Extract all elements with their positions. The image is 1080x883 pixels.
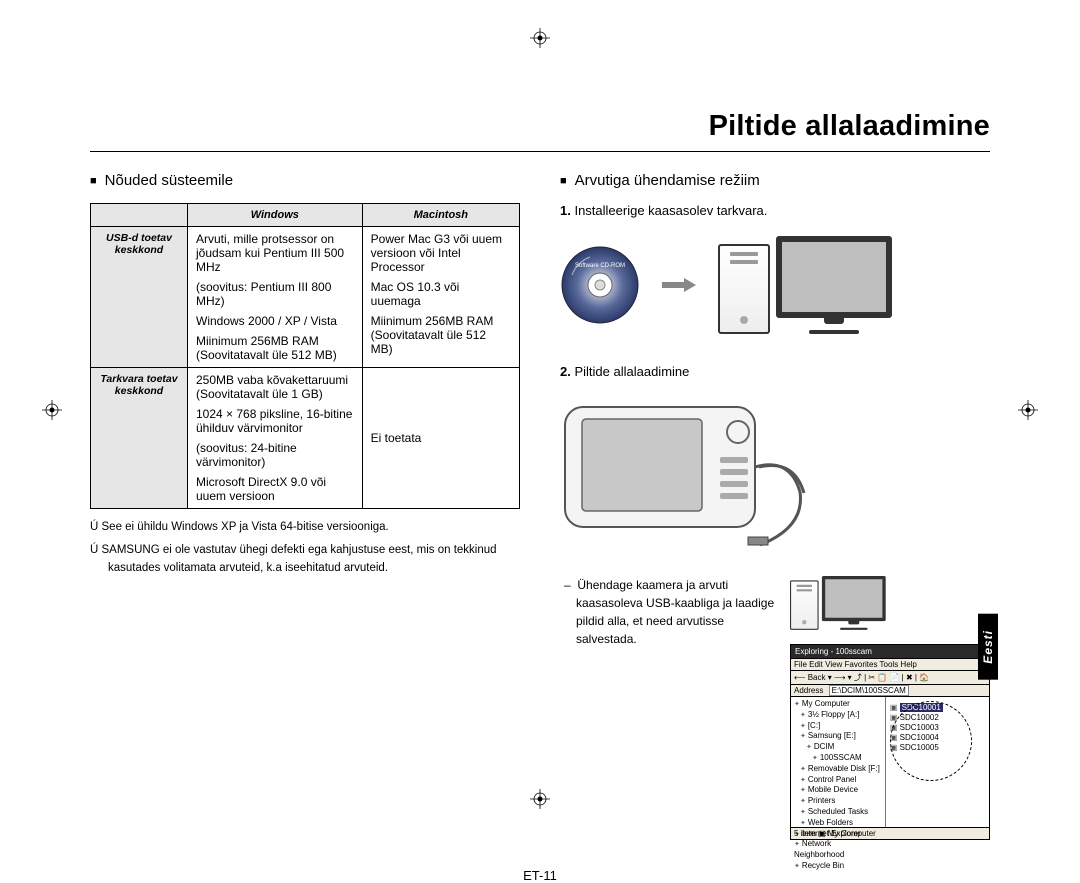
row-software-windows: 250MB vaba kõvakettaruumi (Soovitatavalt…	[188, 368, 363, 509]
camera-icon	[560, 397, 810, 547]
cd-icon: Software CD-ROM	[560, 245, 640, 325]
explorer-menu: File Edit View Favorites Tools Help	[790, 659, 990, 671]
table-col-macintosh: Macintosh	[362, 204, 519, 227]
notes: See ei ühildu Windows XP ja Vista 64-bit…	[90, 519, 520, 577]
requirements-table: Windows Macintosh USB-d toetav keskkond …	[90, 203, 520, 509]
explorer-titlebar: Exploring - 100sscam	[790, 644, 990, 659]
section-title-left: Nõuded süsteemile	[90, 172, 520, 189]
title-rule	[90, 151, 990, 152]
row-software-mac: Ei toetata	[362, 368, 519, 509]
illustration-step1: Software CD-ROM	[560, 236, 990, 334]
row-usb-label: USB-d toetav keskkond	[91, 227, 188, 368]
monitor-icon	[776, 236, 892, 318]
explorer-files: SDC10001 SDC10002 SDC10003 SDC10004 SDC1…	[886, 697, 989, 827]
svg-text:Software CD-ROM: Software CD-ROM	[575, 263, 625, 269]
step-2-note: – Ühendage kaamera ja arvuti kaasasoleva…	[560, 576, 776, 648]
note-2: SAMSUNG ei ole vastutav ühegi defekti eg…	[90, 542, 520, 577]
pc-tower-icon	[718, 244, 770, 334]
explorer-address: Address E:\DCIM\100SSCAM	[790, 685, 990, 697]
pc-illustration	[718, 236, 892, 334]
explorer-tree: My Computer 3½ Floppy [A:] [C:] Samsung …	[791, 697, 886, 827]
row-usb-windows: Arvuti, mille protsessor on jõudsam kui …	[188, 227, 363, 368]
page-title: Piltide allalaadimine	[90, 110, 990, 143]
step-1: 1. Installeerige kaasasolev tarkvara.	[560, 203, 990, 218]
explorer-toolbar: ⟵ Back ▾ ⟶ ▾ ⤴ | ✂ 📋 📄 | ✖ | 🏠	[790, 671, 990, 685]
note-1: See ei ühildu Windows XP ja Vista 64-bit…	[90, 519, 520, 536]
illustration-step2-camera	[560, 397, 990, 552]
step-2: 2. Piltide allalaadimine	[560, 364, 990, 379]
table-col-windows: Windows	[188, 204, 363, 227]
pc-small-illustration: Exploring - 100sscam File Edit View Favo…	[790, 576, 990, 840]
table-corner	[91, 204, 188, 227]
arrow-icon	[662, 278, 696, 292]
row-software-label: Tarkvara toetav keskkond	[91, 368, 188, 509]
language-tab: Eesti	[978, 614, 998, 680]
explorer-window: Exploring - 100sscam File Edit View Favo…	[790, 644, 990, 840]
section-title-right: Arvutiga ühendamise režiim	[560, 172, 990, 189]
row-usb-mac: Power Mac G3 või uuem versioon või Intel…	[362, 227, 519, 368]
